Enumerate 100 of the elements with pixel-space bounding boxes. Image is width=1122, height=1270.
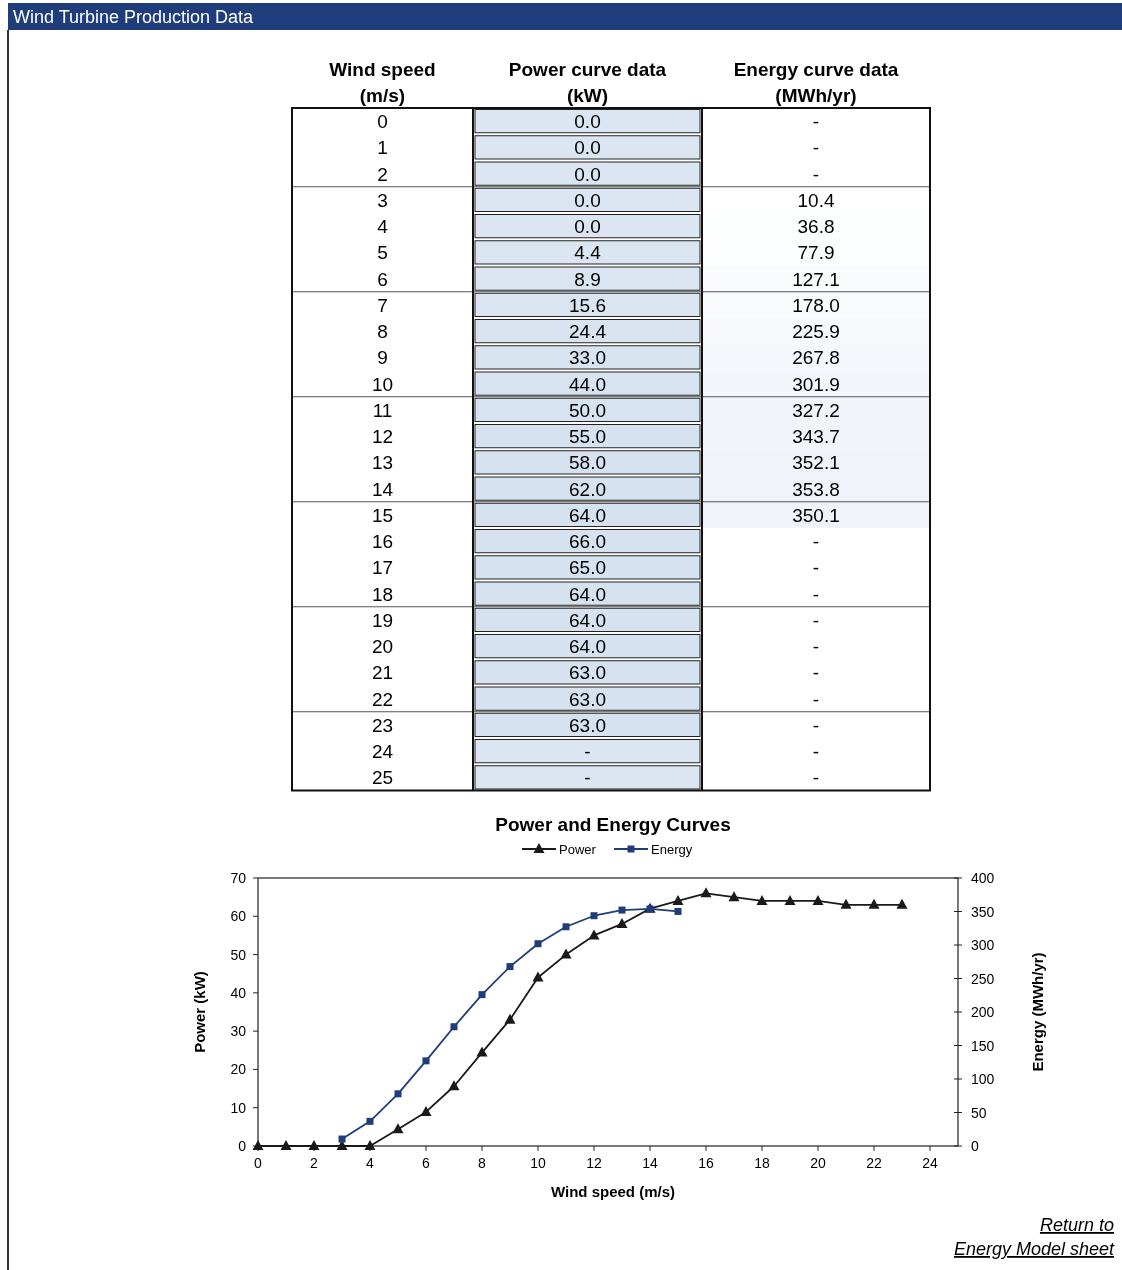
y2-tick-label: 300 [971,937,995,953]
point [756,894,768,905]
point [672,894,684,905]
y-axis-title: Power (kW) [191,971,208,1053]
data-label: 64.0 [569,504,606,526]
point [394,1090,402,1098]
text: - [584,741,591,762]
y-tick-label: 70 [230,870,247,886]
point [504,1013,516,1024]
y-tick-label: 0 [238,1138,247,1154]
data-label: 58.0 [569,452,606,474]
point [450,1023,458,1031]
y2-tick-label: 150 [971,1037,995,1054]
y-tick-label: 15 [371,504,394,526]
y-tick-label: 25 [371,767,394,789]
y-tick-label: 9 [377,347,388,369]
point [280,1140,292,1150]
y-tick-label: 13 [371,452,394,474]
text: - [812,137,820,159]
y-tick-label: 21 [371,662,394,684]
x-tick-label: Power curve data (kW) [508,59,667,106]
y-tick-label: 10 [230,1099,247,1116]
y-tick-label: 8 [377,321,388,342]
text: - [584,767,591,789]
x-tick-label: 20 [810,1155,826,1171]
text: Wind Turbine Production Data [13,7,255,27]
text: - [812,609,820,631]
y-tick-label: 20 [371,636,394,657]
y2-axis-title: Energy (MWh/yr) [1029,952,1046,1072]
point [420,1105,432,1116]
point [590,912,598,920]
y-tick-label: 11 [372,399,393,421]
data-label: 10.4 [797,189,835,211]
data-label: 225.9 [792,321,840,342]
point [252,1140,264,1150]
data-label: 65.0 [569,557,606,579]
y-tick-label: 17 [371,557,394,579]
x-tick-label: 12 [586,1155,602,1171]
point [562,923,570,931]
y-tick-label: 2 [377,163,388,185]
data-label: 8.9 [574,268,601,290]
y2-tick-label: 100 [971,1071,995,1087]
y-tick-label: 3 [377,189,388,211]
point [338,1135,346,1143]
data-label: 353.8 [792,478,840,500]
data-label: 327.2 [792,399,840,421]
text: Return to Energy Model sheet [953,1215,1115,1259]
y-tick-label: 24 [371,741,394,762]
x-tick-label: 10 [530,1155,546,1171]
data-label: 44.0 [569,373,606,395]
data-label: 178.0 [792,294,840,316]
data-label: 350.1 [792,504,840,526]
legend-label: Power [559,842,597,857]
y-tick-label: 7 [377,294,388,316]
x-tick-label: Energy curve data (MWh/yr) [733,59,899,106]
data-label: 63.0 [569,714,606,736]
y-tick-label: 40 [230,984,247,1001]
data-label: 343.7 [792,426,840,447]
text: - [812,636,820,657]
y-tick-label: 60 [230,908,247,925]
data-label: 0.0 [574,111,601,132]
data-label: 33.0 [569,347,606,369]
text: - [812,662,820,684]
point [308,1140,320,1150]
point [868,898,880,909]
y-tick-label: 1 [377,137,388,159]
data-label: 0.0 [574,189,601,211]
data-label: 66.0 [569,531,606,552]
text: - [812,111,820,132]
point [700,887,712,898]
y-tick-label: 30 [230,1023,247,1040]
point [728,891,740,902]
point [840,898,852,909]
data-label: 4.4 [574,242,602,264]
point [674,907,682,915]
point [422,1057,430,1065]
x-axis-title: Wind speed (m/s) [550,1183,676,1200]
text: - [812,688,820,710]
text: - [812,714,820,736]
point [560,948,572,959]
y-axis-title: Wind speed (m/s) [329,59,436,106]
data-label: 267.8 [792,347,840,369]
y-tick-label: 6 [377,268,388,290]
x-tick-label: 0 [254,1155,263,1171]
x-tick-label: 24 [922,1155,938,1171]
y-tick-label: 12 [371,426,394,447]
data-label: 127.1 [792,268,840,290]
data-label: 64.0 [569,609,606,631]
text: - [812,741,820,762]
data-label: 24.4 [569,321,607,342]
y-tick-label: 5 [377,242,388,264]
point [532,971,544,982]
x-tick-label: 6 [422,1155,431,1171]
point [478,991,486,999]
data-label: 62.0 [569,478,606,500]
point [896,898,908,909]
point [366,1117,374,1125]
data-label: 0.0 [574,216,601,237]
point [364,1140,376,1150]
point [784,894,796,905]
